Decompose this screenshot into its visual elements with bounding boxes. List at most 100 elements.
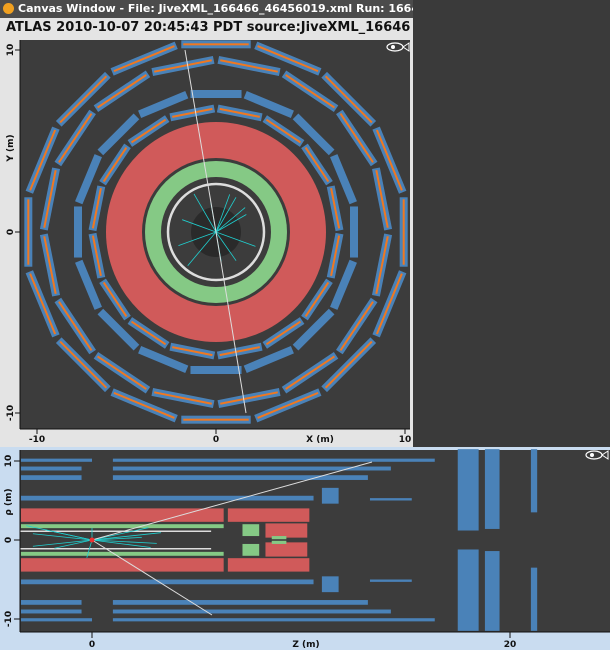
- muon-chamber: [399, 197, 408, 267]
- muon-chamber: [330, 259, 357, 310]
- track: [215, 194, 231, 233]
- xy-projection[interactable]: -10 0 10 X (m) 10 0 -10 Y (m): [0, 18, 413, 447]
- muon-chamber-body: [292, 113, 335, 156]
- rho-tick-label: -10: [4, 611, 14, 627]
- track: [215, 197, 237, 233]
- muon-chamber: [217, 387, 281, 409]
- muon-chamber: [169, 342, 216, 360]
- muon-chamber: [88, 232, 106, 279]
- muon-chamber-hits: [265, 320, 302, 346]
- track: [44, 529, 93, 541]
- y-tick-label: -10: [6, 405, 16, 421]
- track: [32, 539, 93, 547]
- muon-chamber: [181, 40, 251, 49]
- tile-extended: [227, 558, 310, 572]
- muon-chamber-body: [243, 346, 294, 373]
- muon-chamber: [371, 167, 393, 231]
- muon-chamber-hits: [304, 281, 330, 318]
- fish-tail: [601, 450, 609, 460]
- muon-endcap: [484, 449, 500, 529]
- muon-chamber: [54, 297, 96, 355]
- window-title-bar[interactable]: Canvas Window - File: JiveXML_166466_464…: [0, 0, 413, 18]
- muon-chamber-hits: [220, 59, 278, 73]
- tile-extended: [227, 508, 310, 522]
- muon-endcap: [530, 449, 538, 513]
- vertex: [89, 537, 95, 543]
- muon-chamber: [97, 113, 140, 156]
- hadronic-endcap: [265, 542, 308, 557]
- fish-eye: [590, 453, 594, 457]
- muon-chamber: [20, 466, 82, 471]
- muon-chamber-hits: [130, 320, 167, 346]
- muon-chamber-hits: [330, 235, 341, 276]
- muon-chamber-hits: [375, 273, 403, 335]
- muon-track: [184, 49, 217, 233]
- xy-view-panel[interactable]: ATLAS 2010-10-07 20:45:43 PDT source:Jiv…: [0, 18, 413, 447]
- track: [215, 231, 256, 247]
- muon-chamber: [369, 498, 412, 501]
- track: [91, 536, 142, 541]
- muon-chamber: [372, 126, 407, 194]
- track: [215, 207, 246, 233]
- muon-chamber: [112, 609, 391, 614]
- fcal: [271, 536, 287, 540]
- muon-chamber: [169, 104, 216, 122]
- muon-chamber-hits: [285, 74, 335, 109]
- muon-chamber: [39, 233, 61, 297]
- muon-chamber-hits: [375, 170, 389, 228]
- muon-chamber-hits: [154, 59, 212, 73]
- muon-chamber-hits: [29, 273, 57, 335]
- y-tick-label: 10: [6, 44, 16, 57]
- track: [178, 231, 217, 247]
- muon-chamber: [292, 308, 335, 351]
- muon-chamber: [181, 415, 251, 424]
- muon-chamber: [110, 388, 178, 423]
- muon-chamber-hits: [183, 418, 249, 421]
- muon-chamber: [75, 259, 102, 310]
- muon-chamber: [321, 487, 339, 504]
- muon-chamber: [371, 233, 393, 297]
- muon-chamber-body: [75, 259, 102, 310]
- muon-chamber: [112, 458, 435, 462]
- tile-calorimeter: [20, 508, 224, 522]
- muon-chamber-hits: [59, 75, 108, 124]
- muon-chamber-hits: [43, 236, 57, 294]
- rz-projection[interactable]: 0 20 Z (m) 10 0 -10 ρ (m): [0, 447, 610, 650]
- muon-chamber: [75, 154, 102, 205]
- muon-chamber: [127, 115, 170, 147]
- muon-chamber: [301, 143, 333, 186]
- z-axis-label: Z (m): [292, 640, 319, 650]
- muon-chamber: [138, 91, 189, 118]
- muon-chamber-hits: [59, 340, 108, 389]
- event-header: ATLAS 2010-10-07 20:45:43 PDT source:Jiv…: [6, 20, 411, 35]
- muon-chamber-hits: [257, 45, 319, 73]
- muon-chamber-hits: [220, 391, 278, 405]
- muon-chamber-body: [350, 206, 358, 258]
- lar-endcap: [242, 543, 260, 556]
- muon-chamber: [262, 317, 305, 349]
- x-tick-label: -10: [29, 435, 45, 445]
- muon-chamber-hits: [154, 391, 212, 405]
- muon-chamber: [112, 475, 368, 480]
- muon-chamber: [112, 466, 391, 471]
- muon-chamber-body: [190, 366, 242, 374]
- muon-chamber-hits: [285, 355, 335, 390]
- muon-chamber-body: [138, 346, 189, 373]
- muon-chamber: [336, 109, 378, 167]
- muon-chamber-hits: [339, 301, 374, 351]
- track: [215, 214, 247, 233]
- rho-tick-label: 10: [4, 455, 14, 468]
- muon-chamber: [321, 337, 377, 393]
- muon-endcap: [457, 549, 479, 631]
- muon-chamber-hits: [27, 199, 30, 265]
- muon-chamber: [151, 55, 215, 77]
- muon-chamber-hits: [324, 340, 373, 389]
- muon-chamber: [99, 143, 131, 186]
- muon-chamber: [112, 618, 435, 622]
- muon-chamber-hits: [102, 281, 128, 318]
- muon-chamber: [216, 342, 263, 360]
- rz-view-panel[interactable]: 0 20 Z (m) 10 0 -10 ρ (m): [0, 447, 610, 650]
- muon-track: [91, 461, 373, 541]
- muon-chamber: [127, 317, 170, 349]
- muon-chamber-hits: [91, 235, 102, 276]
